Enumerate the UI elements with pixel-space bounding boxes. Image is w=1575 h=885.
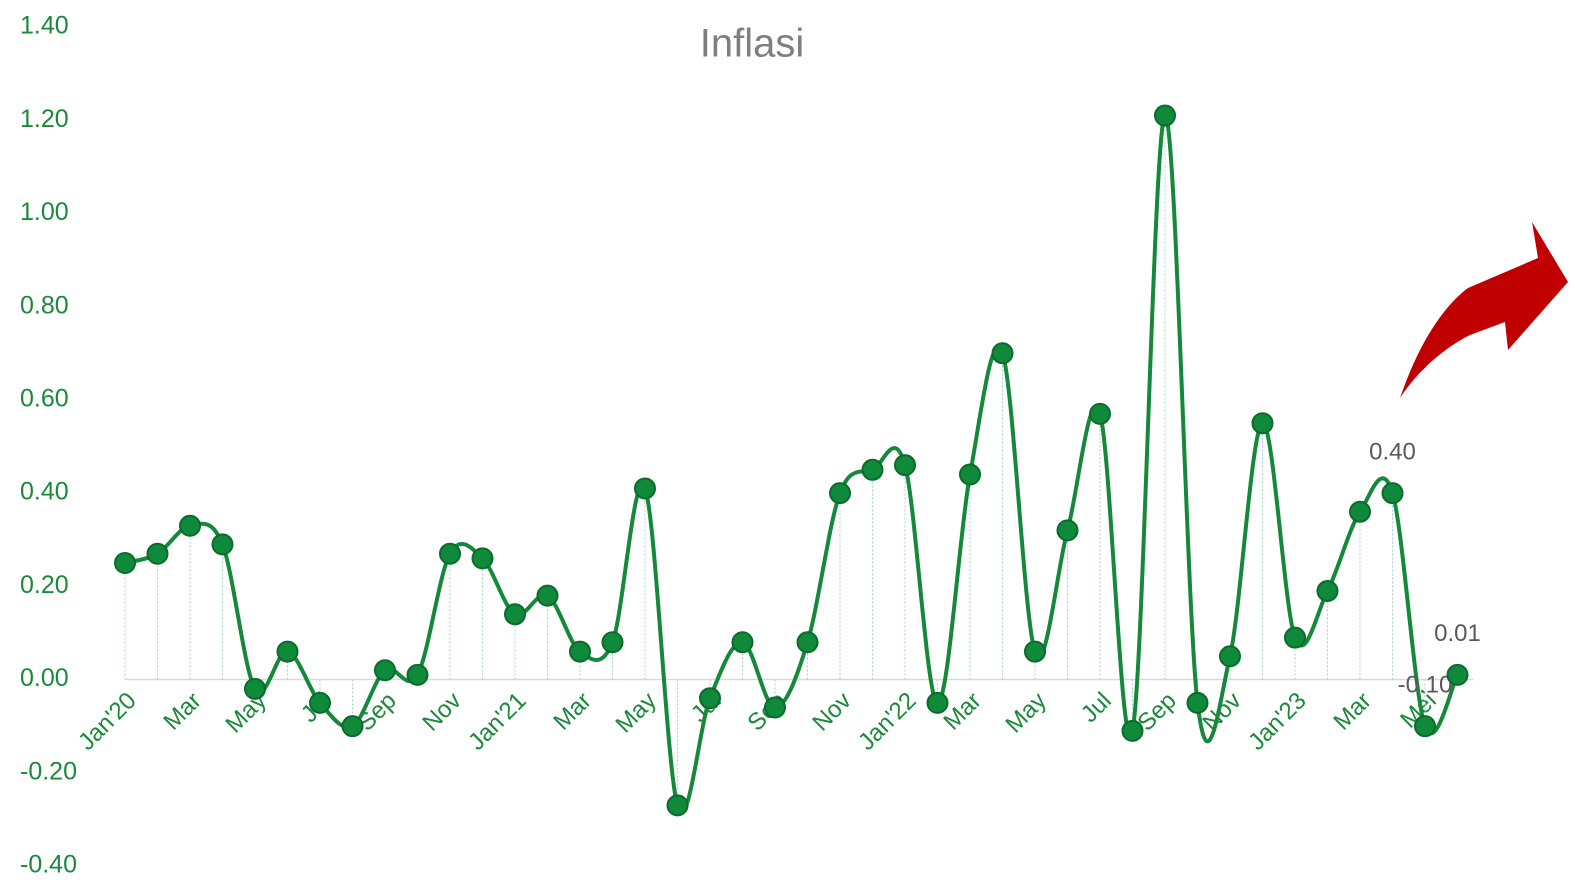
marker: [374, 659, 396, 682]
marker: [504, 603, 526, 626]
marker: [1381, 482, 1404, 505]
marker: [1186, 691, 1209, 714]
marker: [406, 663, 429, 686]
x-tick-label: Jan'22: [853, 687, 922, 756]
y-tick-label: 0.20: [20, 571, 69, 599]
x-tick-label: Nov: [807, 687, 856, 736]
data-label: 0.40: [1369, 438, 1416, 465]
x-tick-label: Jan'21: [463, 687, 532, 756]
marker: [1056, 519, 1079, 542]
marker: [634, 477, 656, 500]
x-tick-label: Mar: [938, 687, 986, 735]
x-tick-label: Mar: [548, 687, 596, 735]
y-tick-label: 1.20: [20, 105, 69, 133]
marker: [1414, 715, 1436, 738]
marker: [829, 482, 851, 505]
x-tick-label: May: [1001, 687, 1052, 738]
marker: [764, 696, 786, 719]
x-tick-label: Mar: [158, 687, 206, 735]
y-tick-label: 1.00: [20, 198, 69, 226]
x-tick-label: May: [611, 687, 662, 738]
marker: [536, 584, 559, 607]
x-tick-label: Jan'23: [1243, 687, 1312, 756]
x-tick-label: Mar: [1328, 687, 1376, 735]
arrow-decoration: [1400, 222, 1568, 398]
marker: [959, 463, 981, 486]
y-tick-label: 0.60: [20, 384, 69, 412]
marker: [1024, 640, 1046, 663]
marker: [1284, 626, 1306, 649]
marker: [926, 691, 949, 714]
marker: [1219, 645, 1241, 668]
marker: [894, 454, 916, 477]
marker: [666, 794, 689, 817]
y-tick-label: 0.00: [20, 664, 69, 692]
y-tick-label: 1.40: [20, 12, 69, 40]
marker: [699, 687, 721, 710]
y-tick-label: 0.40: [20, 478, 69, 506]
data-label: 0.01: [1434, 620, 1481, 647]
marker: [244, 677, 266, 700]
marker: [114, 552, 136, 575]
marker: [1154, 104, 1176, 127]
marker: [211, 533, 234, 556]
marker: [1316, 579, 1339, 602]
y-tick-label: 0.80: [20, 291, 69, 319]
marker: [276, 640, 299, 663]
marker: [861, 458, 884, 481]
marker: [569, 640, 591, 663]
y-tick-label: -0.40: [20, 851, 77, 879]
marker: [439, 542, 461, 565]
marker: [1089, 402, 1111, 425]
y-tick-label: -0.20: [20, 757, 77, 785]
x-tick-label: Nov: [417, 687, 466, 736]
marker: [179, 514, 201, 537]
marker: [1349, 500, 1371, 523]
marker: [796, 631, 819, 654]
marker: [1251, 412, 1274, 435]
marker: [471, 547, 494, 570]
marker: [1446, 663, 1469, 686]
data-label: -0.10: [1398, 672, 1453, 699]
marker: [601, 631, 624, 654]
marker: [1121, 719, 1144, 742]
x-tick-label: Jul: [1076, 687, 1117, 728]
x-tick-label: Jan'20: [73, 687, 142, 756]
chart-title: Inflasi: [700, 22, 805, 66]
marker: [341, 715, 364, 738]
marker: [309, 691, 331, 714]
marker: [146, 542, 169, 565]
marker: [991, 342, 1014, 365]
marker: [731, 631, 754, 654]
